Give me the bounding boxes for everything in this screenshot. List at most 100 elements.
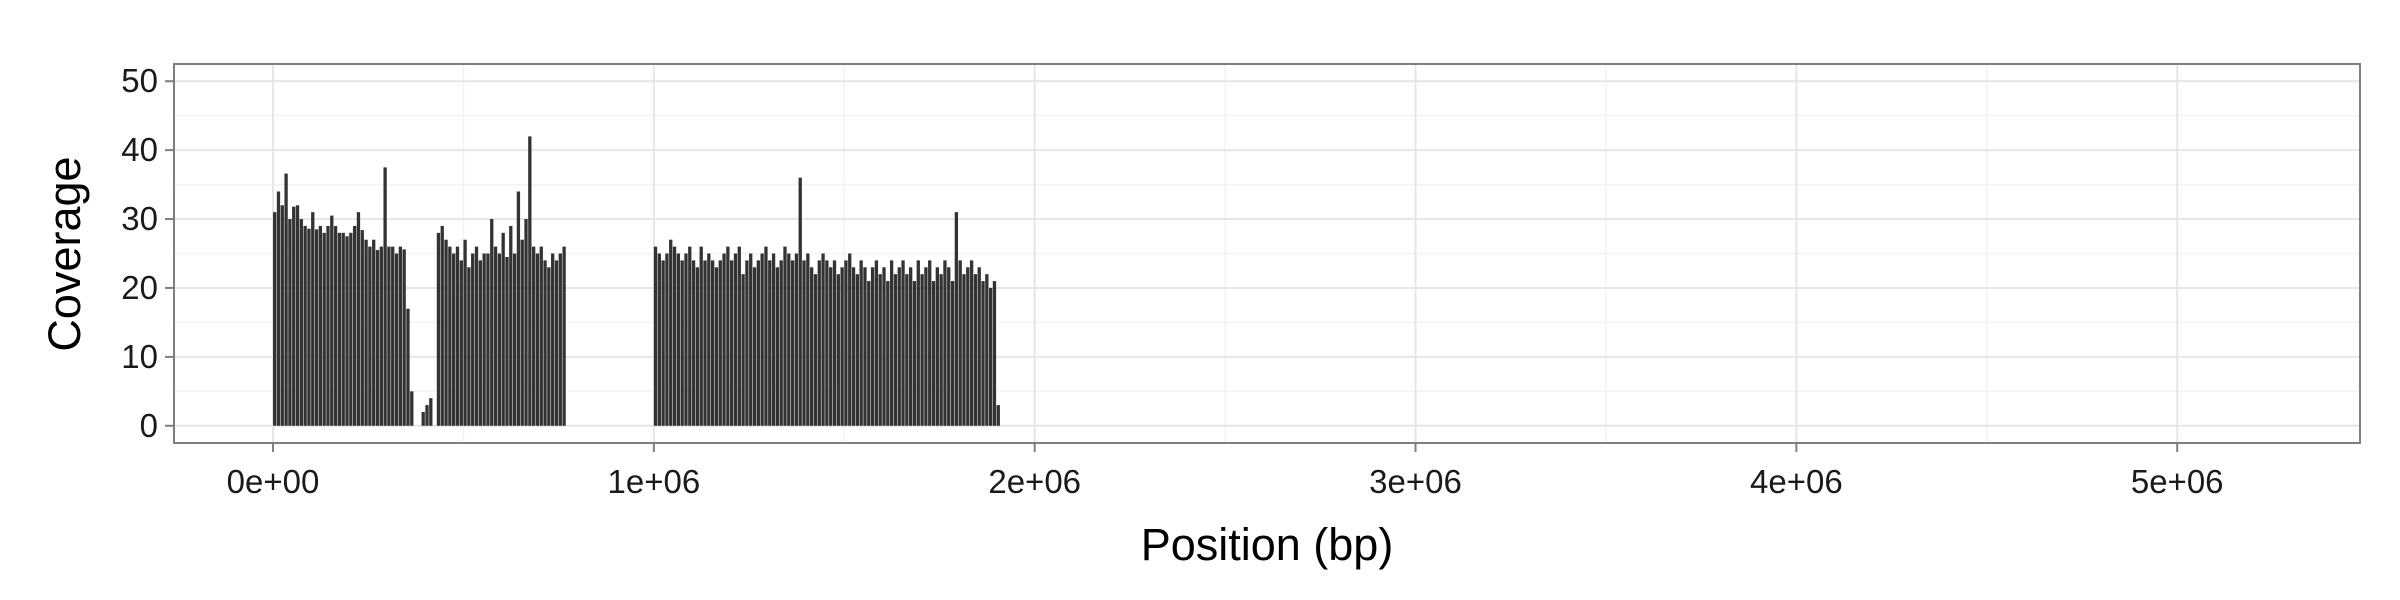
- coverage-bar: [505, 256, 509, 426]
- coverage-bar: [372, 239, 376, 426]
- coverage-bar: [535, 253, 540, 426]
- coverage-bar: [730, 260, 734, 426]
- coverage-bar: [680, 260, 684, 426]
- coverage-bar: [669, 239, 673, 426]
- coverage-bar: [726, 246, 730, 426]
- coverage-bar: [352, 225, 357, 426]
- coverage-bar: [935, 267, 939, 426]
- coverage-bar: [554, 260, 559, 426]
- coverage-bar: [531, 246, 536, 426]
- coverage-bar: [867, 281, 871, 426]
- coverage-bar: [909, 267, 913, 426]
- coverage-bar: [375, 250, 380, 426]
- coverage-bar: [794, 253, 799, 426]
- coverage-bar: [969, 260, 974, 426]
- coverage-bar: [364, 239, 368, 426]
- coverage-bar: [798, 177, 802, 426]
- coverage-bar: [383, 167, 387, 426]
- coverage-bar: [299, 219, 303, 426]
- coverage-bar: [764, 246, 768, 426]
- coverage-bar: [410, 391, 414, 426]
- x-tick-label: 1e+06: [608, 463, 701, 500]
- coverage-bar: [745, 260, 749, 426]
- y-tick-label: 10: [121, 338, 158, 375]
- coverage-bar: [958, 260, 962, 426]
- coverage-bar: [341, 232, 345, 426]
- coverage-bar: [497, 253, 502, 426]
- coverage-bar: [947, 267, 951, 426]
- coverage-bar: [886, 281, 890, 426]
- coverage-bar: [848, 253, 852, 426]
- coverage-bar: [950, 281, 955, 426]
- coverage-bar: [741, 274, 745, 426]
- coverage-bar: [459, 260, 463, 426]
- coverage-bar: [863, 267, 867, 426]
- coverage-bar: [387, 246, 391, 426]
- coverage-bar: [874, 260, 879, 426]
- coverage-bar: [802, 260, 806, 426]
- coverage-bar: [859, 260, 863, 426]
- coverage-bar: [273, 212, 277, 426]
- coverage-bar: [988, 287, 993, 426]
- coverage-bar: [752, 267, 757, 426]
- coverage-bar: [429, 398, 433, 426]
- coverage-bar: [333, 225, 338, 426]
- coverage-bar: [832, 260, 837, 426]
- coverage-bar: [360, 230, 364, 426]
- coverage-bar: [889, 260, 894, 426]
- coverage-bar: [501, 232, 505, 426]
- y-axis: 0 10 20 30 40 50: [121, 62, 174, 444]
- coverage-bar: [695, 267, 700, 426]
- coverage-bar: [482, 253, 486, 426]
- coverage-bar: [326, 225, 330, 426]
- x-tick-label: 4e+06: [1750, 463, 1843, 500]
- coverage-bar: [478, 260, 482, 426]
- coverage-bar: [973, 274, 978, 426]
- coverage-bar: [276, 191, 281, 426]
- coverage-bar: [722, 253, 726, 426]
- coverage-bar: [749, 253, 753, 426]
- coverage-bar: [337, 232, 342, 426]
- coverage-bar: [440, 225, 444, 426]
- coverage-bar: [486, 253, 490, 426]
- coverage-bar: [897, 267, 901, 426]
- coverage-bar: [280, 205, 284, 426]
- coverage-bar: [855, 274, 860, 426]
- coverage-bar: [516, 191, 521, 426]
- coverage-bar: [981, 281, 985, 426]
- coverage-bar: [878, 274, 882, 426]
- x-tick-label: 2e+06: [988, 463, 1081, 500]
- y-tick-label: 50: [121, 62, 158, 99]
- coverage-bar: [398, 246, 403, 426]
- coverage-bar: [471, 253, 475, 426]
- coverage-bar: [676, 253, 681, 426]
- coverage-bar: [368, 246, 372, 426]
- y-tick-label: 20: [121, 269, 158, 306]
- coverage-bar: [718, 260, 722, 426]
- coverage-bar: [870, 267, 875, 426]
- coverage-bar: [901, 260, 905, 426]
- coverage-bar: [779, 260, 783, 426]
- coverage-bar: [928, 260, 932, 426]
- coverage-bar: [939, 274, 943, 426]
- coverage-bar: [787, 253, 791, 426]
- coverage-bar: [349, 232, 353, 426]
- coverage-bar: [292, 206, 296, 426]
- coverage-bar: [543, 260, 547, 426]
- coverage-bar: [817, 260, 821, 426]
- coverage-bar: [943, 260, 947, 426]
- coverage-bar: [912, 281, 917, 426]
- coverage-bar: [661, 260, 665, 426]
- coverage-bar: [520, 239, 524, 426]
- coverage-bar: [307, 228, 311, 426]
- y-axis-title: Coverage: [39, 156, 90, 351]
- coverage-bar: [448, 246, 452, 426]
- coverage-bar: [684, 253, 688, 426]
- coverage-bar: [657, 253, 661, 426]
- coverage-bar: [920, 274, 924, 426]
- coverage-bar: [924, 267, 928, 426]
- coverage-bar: [905, 274, 909, 426]
- coverage-bar: [314, 229, 319, 426]
- coverage-bar: [710, 260, 715, 426]
- coverage-bar: [493, 246, 498, 426]
